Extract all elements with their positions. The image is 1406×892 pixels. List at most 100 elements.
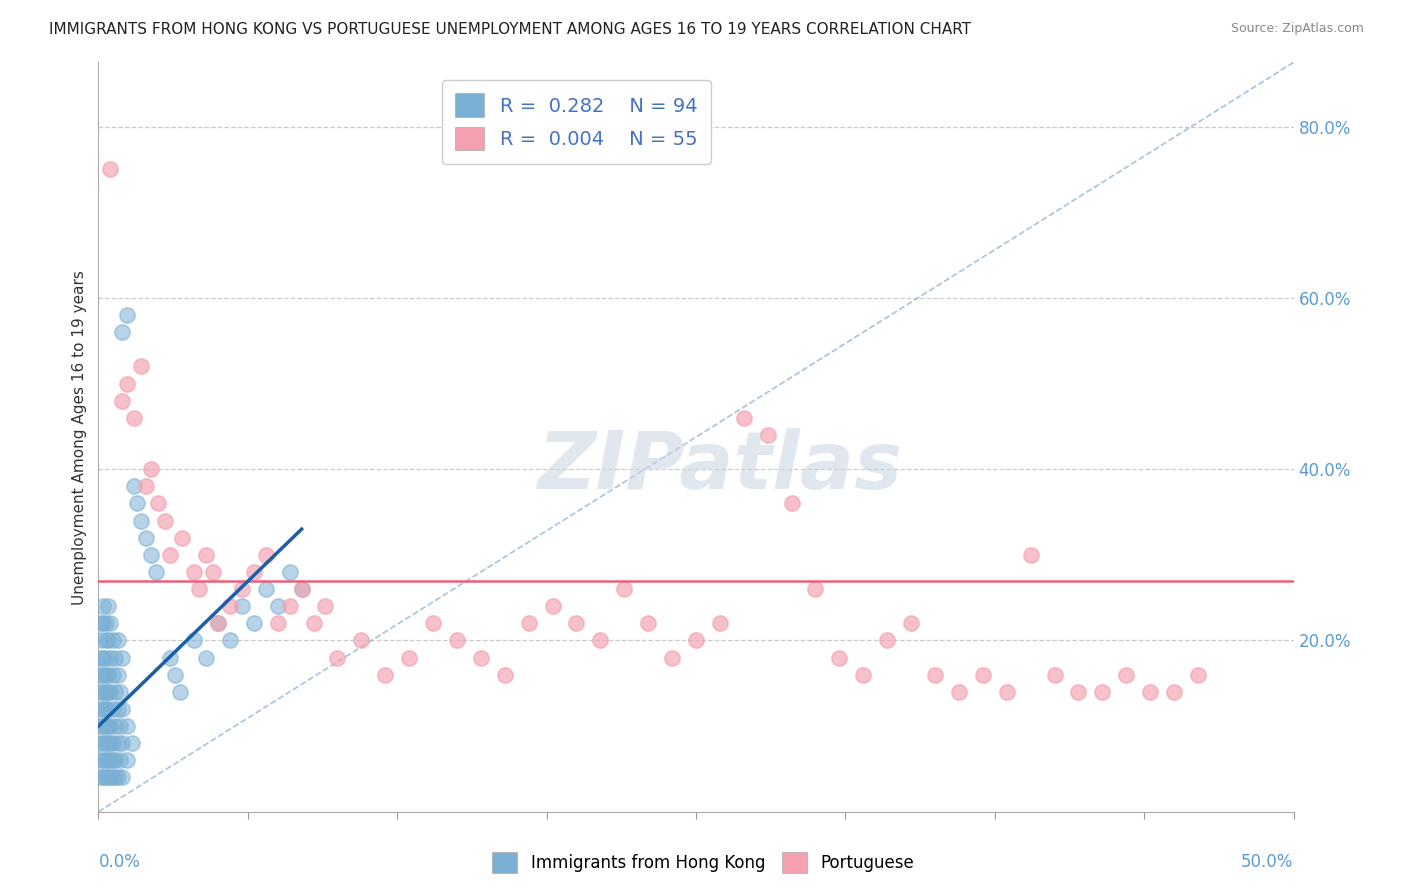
Point bbox=[243, 616, 266, 631]
Point bbox=[108, 719, 131, 733]
Point bbox=[91, 685, 114, 699]
Point bbox=[90, 667, 112, 681]
Point bbox=[90, 719, 112, 733]
Point bbox=[97, 753, 120, 767]
Point bbox=[254, 548, 277, 562]
Point bbox=[685, 633, 707, 648]
Point bbox=[104, 719, 127, 733]
Point bbox=[94, 616, 117, 631]
Point bbox=[94, 633, 117, 648]
Point bbox=[852, 667, 875, 681]
Point bbox=[101, 753, 124, 767]
Point bbox=[111, 771, 134, 785]
Point bbox=[470, 650, 492, 665]
Legend: Immigrants from Hong Kong, Portuguese: Immigrants from Hong Kong, Portuguese bbox=[485, 846, 921, 880]
Point bbox=[91, 616, 114, 631]
Point bbox=[131, 514, 153, 528]
Point bbox=[91, 667, 114, 681]
Point bbox=[446, 633, 468, 648]
Point bbox=[422, 616, 444, 631]
Point bbox=[195, 650, 218, 665]
Point bbox=[243, 565, 266, 579]
Point bbox=[107, 771, 129, 785]
Point bbox=[1163, 685, 1185, 699]
Point bbox=[91, 599, 114, 614]
Point bbox=[202, 565, 225, 579]
Point bbox=[219, 599, 242, 614]
Point bbox=[541, 599, 564, 614]
Point bbox=[94, 771, 117, 785]
Point bbox=[124, 410, 146, 425]
Point bbox=[187, 582, 209, 596]
Point bbox=[104, 685, 127, 699]
Point bbox=[517, 616, 540, 631]
Text: ZIPatlas: ZIPatlas bbox=[537, 428, 903, 506]
Point bbox=[97, 685, 120, 699]
Point bbox=[733, 410, 755, 425]
Point bbox=[98, 685, 122, 699]
Point bbox=[94, 753, 117, 767]
Point bbox=[326, 650, 349, 665]
Point bbox=[94, 719, 117, 733]
Point bbox=[148, 496, 170, 510]
Point bbox=[90, 736, 112, 750]
Point bbox=[231, 582, 253, 596]
Point bbox=[98, 162, 122, 177]
Point bbox=[97, 599, 120, 614]
Point bbox=[135, 479, 157, 493]
Point bbox=[131, 359, 153, 374]
Point bbox=[98, 650, 122, 665]
Point bbox=[135, 531, 157, 545]
Point bbox=[115, 753, 138, 767]
Point bbox=[111, 736, 134, 750]
Point bbox=[155, 514, 177, 528]
Point bbox=[111, 702, 134, 716]
Point bbox=[254, 582, 277, 596]
Point bbox=[94, 736, 117, 750]
Point bbox=[780, 496, 803, 510]
Point bbox=[207, 616, 229, 631]
Point bbox=[97, 633, 120, 648]
Point bbox=[94, 650, 117, 665]
Point bbox=[108, 753, 131, 767]
Point bbox=[291, 582, 314, 596]
Point bbox=[169, 685, 191, 699]
Point bbox=[995, 685, 1018, 699]
Point bbox=[494, 667, 516, 681]
Point bbox=[97, 771, 120, 785]
Point bbox=[98, 736, 122, 750]
Point bbox=[207, 616, 229, 631]
Point bbox=[756, 428, 779, 442]
Point bbox=[115, 376, 138, 391]
Point bbox=[101, 667, 124, 681]
Point bbox=[565, 616, 588, 631]
Point bbox=[219, 633, 242, 648]
Point bbox=[121, 736, 143, 750]
Point bbox=[163, 667, 186, 681]
Point bbox=[876, 633, 898, 648]
Point bbox=[111, 325, 134, 339]
Point bbox=[183, 565, 205, 579]
Point bbox=[828, 650, 851, 665]
Point bbox=[637, 616, 659, 631]
Point bbox=[124, 479, 146, 493]
Point bbox=[1067, 685, 1090, 699]
Text: 0.0%: 0.0% bbox=[98, 853, 141, 871]
Point bbox=[900, 616, 922, 631]
Point bbox=[101, 736, 124, 750]
Y-axis label: Unemployment Among Ages 16 to 19 years: Unemployment Among Ages 16 to 19 years bbox=[72, 269, 87, 605]
Point bbox=[94, 685, 117, 699]
Point bbox=[350, 633, 373, 648]
Point bbox=[398, 650, 420, 665]
Point bbox=[98, 616, 122, 631]
Point bbox=[278, 565, 301, 579]
Point bbox=[278, 599, 301, 614]
Point bbox=[97, 736, 120, 750]
Point bbox=[97, 667, 120, 681]
Point bbox=[107, 633, 129, 648]
Point bbox=[1115, 667, 1137, 681]
Point bbox=[90, 633, 112, 648]
Point bbox=[104, 753, 127, 767]
Point bbox=[111, 650, 134, 665]
Point bbox=[302, 616, 325, 631]
